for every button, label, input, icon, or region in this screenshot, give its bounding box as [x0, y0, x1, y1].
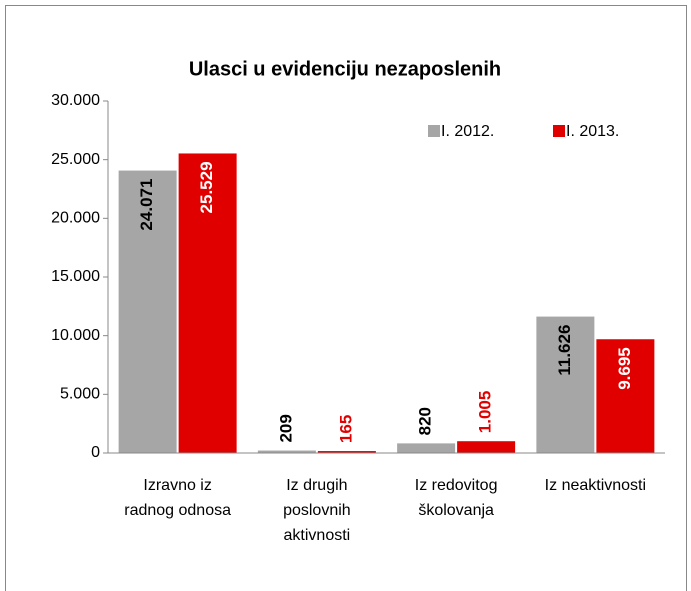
- x-tick-label: Izravno iz radnog odnosa: [124, 477, 231, 519]
- legend-label: I. 2012.: [441, 123, 494, 140]
- data-label: 24.071: [137, 179, 156, 231]
- y-tick-label: 25.000: [51, 151, 100, 168]
- data-label: 209: [276, 414, 295, 442]
- data-label: 165: [336, 415, 355, 443]
- x-tick-label: Iz redovitog školovanja: [415, 477, 498, 519]
- x-tick-line: Iz redovitog: [415, 477, 498, 494]
- y-tick-label: 5.000: [60, 386, 100, 403]
- data-label: 1.005: [476, 391, 495, 434]
- bar: [457, 441, 516, 453]
- bar: [596, 339, 655, 453]
- x-tick-line: Iz drugih: [286, 477, 347, 494]
- y-tick-label: 30.000: [51, 92, 100, 109]
- x-tick-line: aktivnosti: [284, 527, 351, 544]
- x-tick-line: Izravno iz: [143, 477, 211, 494]
- x-tick-line: poslovnih: [283, 502, 351, 519]
- legend-swatch: [428, 125, 440, 137]
- x-tick-line: Iz neaktivnosti: [545, 477, 646, 494]
- bar: [118, 170, 177, 453]
- legend-label: I. 2013.: [566, 123, 619, 140]
- bar: [178, 153, 237, 454]
- y-tick-label: 15.000: [51, 268, 100, 285]
- x-tick-label: Iz drugih poslovnih aktivnosti: [283, 477, 351, 544]
- bar: [536, 316, 595, 453]
- data-label: 9.695: [615, 347, 634, 390]
- y-tick-label: 10.000: [51, 327, 100, 344]
- x-tick-line: školovanja: [418, 502, 494, 519]
- bar: [257, 450, 316, 453]
- y-tick-label: 20.000: [51, 210, 100, 227]
- bar: [317, 451, 376, 453]
- legend-swatch: [553, 125, 565, 137]
- y-tick-label: 0: [91, 444, 100, 461]
- data-label: 25.529: [197, 161, 216, 213]
- x-tick-label: Iz neaktivnosti: [545, 477, 646, 494]
- data-label: 11.626: [555, 325, 574, 376]
- chart-title: Ulasci u evidenciju nezaposlenih: [189, 58, 501, 80]
- x-tick-line: radnog odnosa: [124, 502, 231, 519]
- bar: [397, 443, 456, 453]
- data-label: 820: [416, 407, 435, 435]
